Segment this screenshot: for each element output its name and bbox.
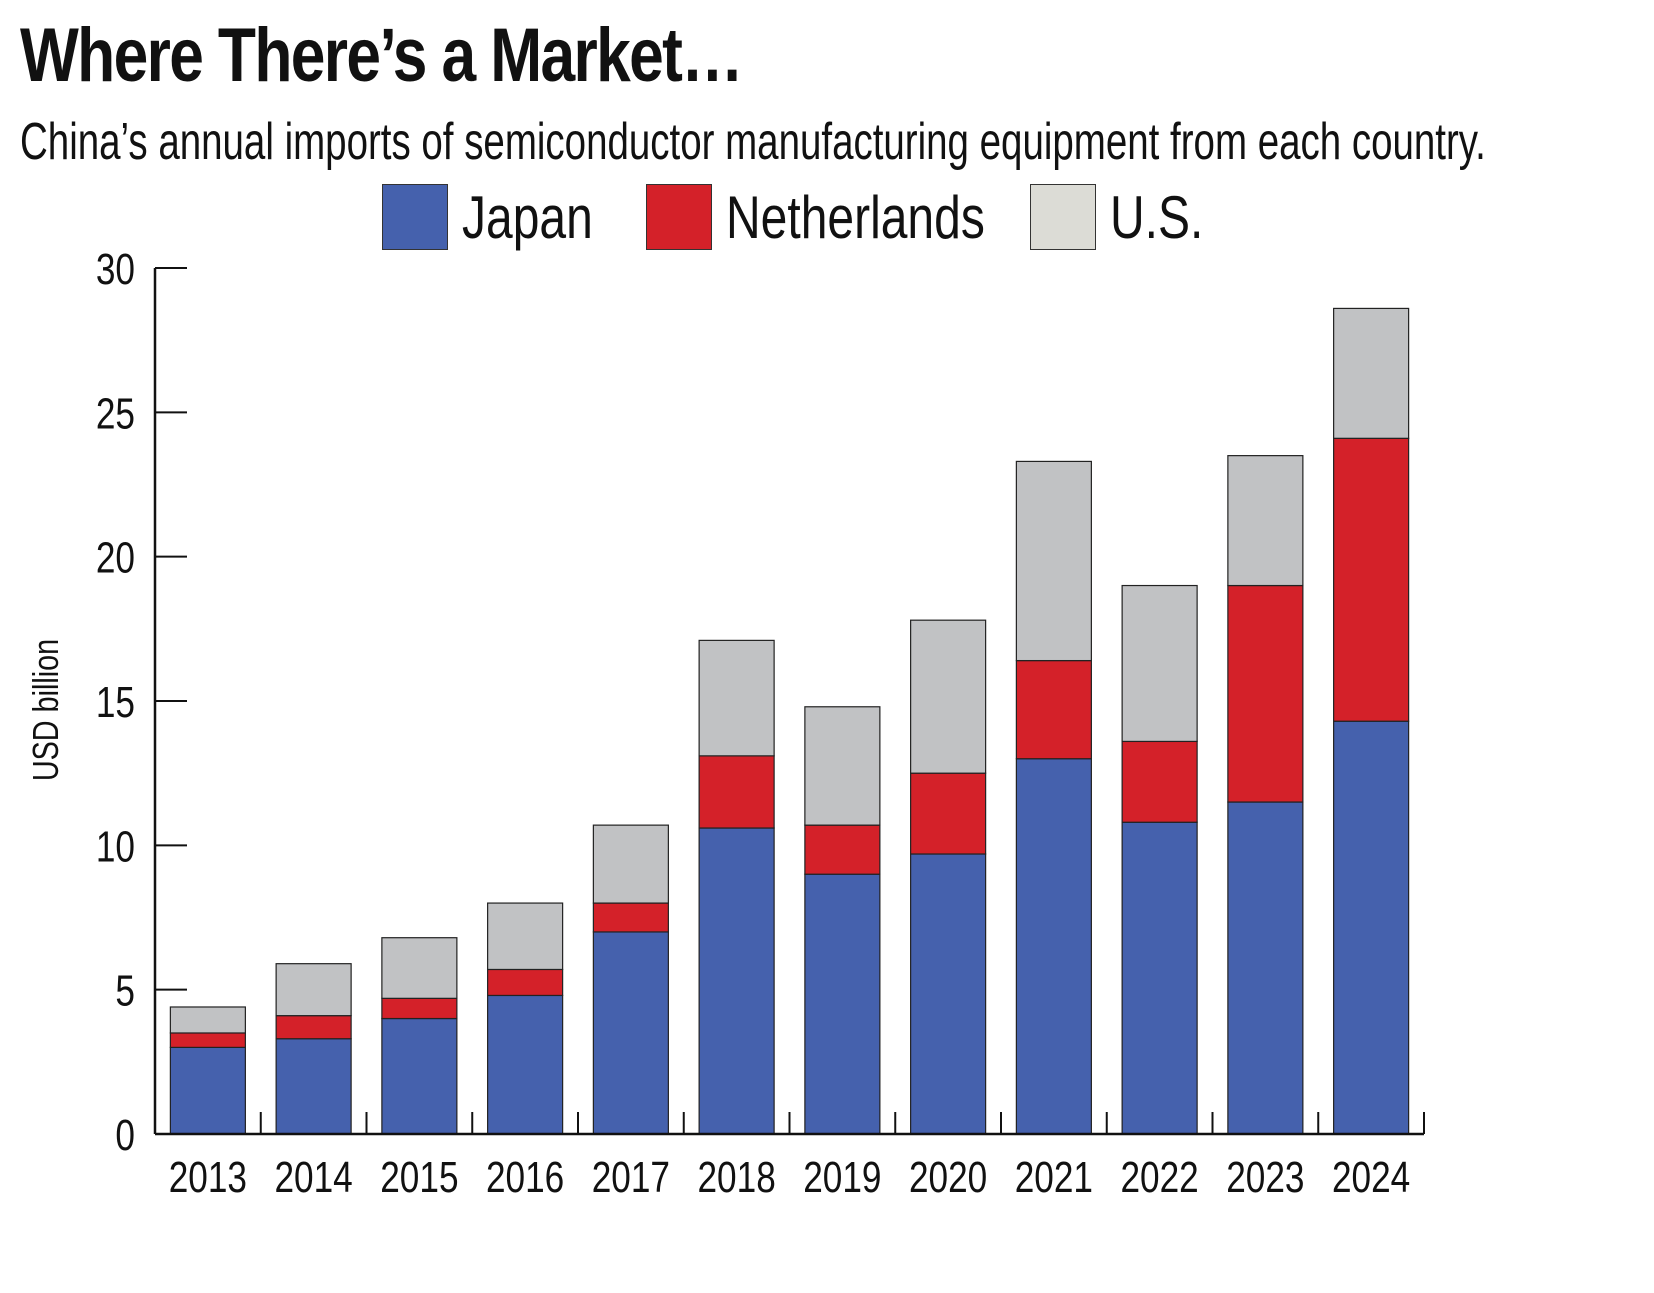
y-tick-label-5: 5	[115, 967, 135, 1016]
bar-japan-2016[interactable]	[487, 994, 564, 1135]
bar-japan-2020[interactable]	[910, 853, 987, 1135]
bar-japan-2015[interactable]	[381, 1017, 458, 1135]
axes-layer: 2013 2014 2015 2016 2017 2018 2019 2020 2021 2022…	[96, 245, 1425, 1202]
bar-us-2023[interactable]	[1227, 455, 1304, 587]
chart-subtitle: China’s annual imports of semiconductor …	[20, 113, 1486, 171]
y-axis-title: USD billion	[25, 639, 66, 781]
bar-japan-2014[interactable]	[275, 1038, 352, 1135]
x-tick-label-2013: 2013	[169, 1153, 247, 1202]
legend-label-netherlands: Netherlands	[726, 183, 985, 251]
bar-netherlands-2013[interactable]	[169, 1032, 246, 1049]
x-tick-label-2023: 2023	[1226, 1153, 1304, 1202]
legend-item-netherlands[interactable]: Netherlands	[646, 182, 1050, 252]
x-tick-label-2024: 2024	[1332, 1153, 1410, 1202]
bar-netherlands-2017[interactable]	[592, 902, 669, 933]
legend-item-us[interactable]: U.S.	[1030, 182, 1227, 252]
x-tick-label-2016: 2016	[486, 1153, 564, 1202]
legend-swatch-us	[1030, 184, 1096, 250]
legend-label-japan: Japan	[462, 183, 593, 251]
y-tick-label-15: 15	[96, 678, 135, 727]
y-tick-label-0: 0	[115, 1111, 135, 1160]
legend-item-japan[interactable]: Japan	[382, 182, 625, 252]
bar-japan-2023[interactable]	[1227, 801, 1304, 1135]
x-tick-label-2022: 2022	[1120, 1153, 1198, 1202]
x-tick-label-2014: 2014	[274, 1153, 352, 1202]
y-tick-label-20: 20	[96, 534, 135, 583]
bar-us-2021[interactable]	[1015, 460, 1092, 662]
bar-japan-2021[interactable]	[1015, 758, 1092, 1135]
bar-netherlands-2024[interactable]	[1333, 437, 1410, 722]
x-tick-label-2015: 2015	[380, 1153, 458, 1202]
bar-netherlands-2022[interactable]	[1121, 740, 1198, 823]
legend: Japan Netherlands U.S.	[0, 182, 1654, 262]
bar-us-2015[interactable]	[381, 937, 458, 999]
bar-japan-2013[interactable]	[169, 1046, 246, 1135]
bar-japan-2022[interactable]	[1121, 821, 1198, 1135]
x-tick-label-2017: 2017	[592, 1153, 670, 1202]
x-tick-label-2018: 2018	[697, 1153, 775, 1202]
bar-us-2016[interactable]	[487, 902, 564, 971]
bar-japan-2018[interactable]	[698, 827, 775, 1135]
x-tick-label-2019: 2019	[803, 1153, 881, 1202]
bar-us-2017[interactable]	[592, 824, 669, 904]
bar-japan-2024[interactable]	[1333, 720, 1410, 1135]
y-tick-label-10: 10	[96, 823, 135, 872]
legend-swatch-japan	[382, 184, 448, 250]
bar-us-2024[interactable]	[1333, 307, 1410, 439]
bar-netherlands-2015[interactable]	[381, 997, 458, 1020]
bar-us-2014[interactable]	[275, 963, 352, 1017]
bar-us-2018[interactable]	[698, 639, 775, 757]
bar-netherlands-2021[interactable]	[1015, 659, 1092, 760]
bar-netherlands-2014[interactable]	[275, 1015, 352, 1040]
bar-japan-2017[interactable]	[592, 931, 669, 1135]
legend-label-us: U.S.	[1110, 183, 1204, 251]
bar-netherlands-2018[interactable]	[698, 755, 775, 829]
legend-swatch-netherlands	[646, 184, 712, 250]
x-tick-label-2020: 2020	[909, 1153, 987, 1202]
bar-netherlands-2016[interactable]	[487, 968, 564, 997]
bar-japan-2019[interactable]	[804, 873, 881, 1135]
x-tick-label-2021: 2021	[1015, 1153, 1093, 1202]
bar-netherlands-2020[interactable]	[910, 772, 987, 855]
chart-title: Where There’s a Market…	[20, 13, 744, 98]
bar-netherlands-2023[interactable]	[1227, 584, 1304, 803]
bar-us-2022[interactable]	[1121, 584, 1198, 743]
bar-us-2013[interactable]	[169, 1006, 246, 1034]
bar-netherlands-2019[interactable]	[804, 824, 881, 875]
bar-us-2020[interactable]	[910, 619, 987, 774]
y-tick-label-25: 25	[96, 390, 135, 439]
bar-us-2019[interactable]	[804, 706, 881, 826]
bars-layer	[169, 307, 1410, 1135]
y-tick-label-30: 30	[96, 245, 135, 294]
